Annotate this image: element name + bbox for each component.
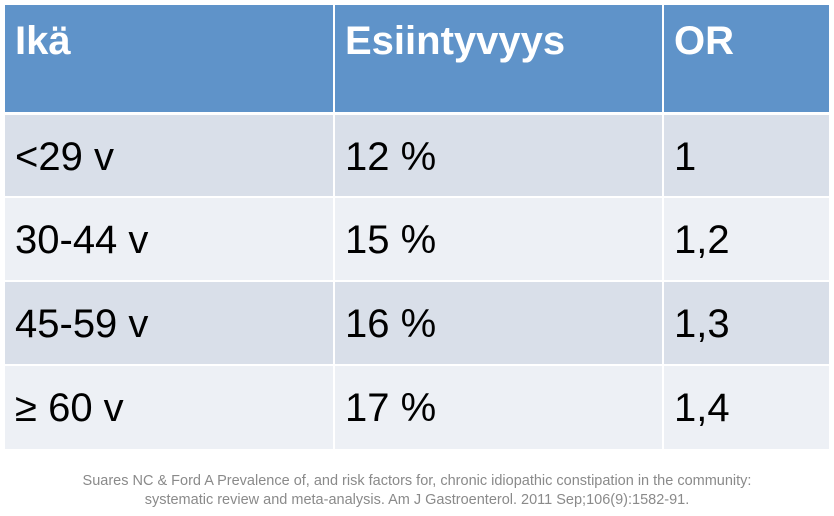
prevalence-table: Ikä Esiintyvyys OR <29 v 12 % 1 30-44 v … bbox=[5, 5, 829, 449]
header-age: Ikä bbox=[5, 5, 334, 115]
odds-ratio-cell: 1 bbox=[662, 112, 829, 197]
age-cell: 30-44 v bbox=[5, 196, 334, 281]
citation: Suares NC & Ford A Prevalence of, and ri… bbox=[0, 472, 834, 510]
odds-ratio-cell: 1,4 bbox=[662, 364, 829, 449]
table-row: 45-59 v 16 % 1,3 bbox=[5, 280, 829, 365]
prevalence-cell: 17 % bbox=[333, 364, 663, 449]
header-prevalence: Esiintyvyys bbox=[333, 5, 663, 115]
prevalence-cell: 15 % bbox=[333, 196, 663, 281]
prevalence-cell: 12 % bbox=[333, 112, 663, 197]
citation-line-2: systematic review and meta-analysis. Am … bbox=[144, 492, 690, 508]
odds-ratio-cell: 1,3 bbox=[662, 280, 829, 365]
age-cell: <29 v bbox=[5, 112, 334, 197]
age-cell: ≥ 60 v bbox=[5, 364, 334, 449]
table-row: 30-44 v 15 % 1,2 bbox=[5, 196, 829, 281]
header-odds-ratio: OR bbox=[662, 5, 829, 115]
table-header-row: Ikä Esiintyvyys OR bbox=[5, 5, 829, 115]
odds-ratio-cell: 1,2 bbox=[662, 196, 829, 281]
age-cell: 45-59 v bbox=[5, 280, 334, 365]
citation-line-1: Suares NC & Ford A Prevalence of, and ri… bbox=[82, 473, 752, 489]
table-row: <29 v 12 % 1 bbox=[5, 112, 829, 197]
table-row: ≥ 60 v 17 % 1,4 bbox=[5, 364, 829, 449]
prevalence-cell: 16 % bbox=[333, 280, 663, 365]
